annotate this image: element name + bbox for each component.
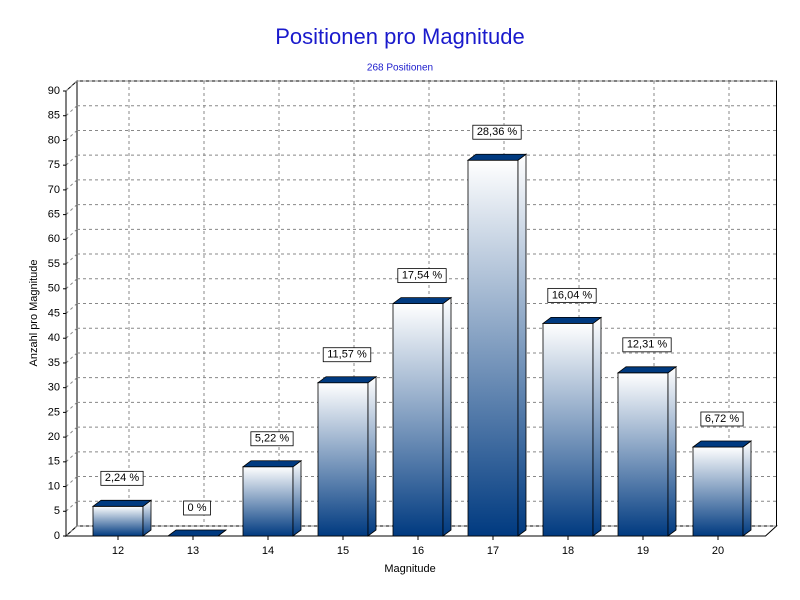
- bar-top: [616, 366, 678, 374]
- value-label-box: [322, 347, 372, 363]
- value-label-box: [472, 124, 522, 140]
- value-label-box: [250, 431, 294, 447]
- grid-line: [65, 204, 78, 215]
- grid-line: [65, 80, 78, 92]
- x-tick-label: 12: [112, 545, 124, 557]
- value-label: 0 %: [188, 502, 207, 514]
- grid-line: [65, 451, 78, 463]
- grid-line: [65, 179, 78, 191]
- bar: [242, 466, 294, 537]
- x-tick-label: 13: [187, 545, 199, 557]
- y-tick-label: 60: [48, 233, 60, 245]
- value-label: 28,36 %: [477, 126, 518, 138]
- value-label: 6,72 %: [705, 413, 739, 425]
- x-tick-label: 17: [487, 545, 499, 557]
- grid-line: [65, 105, 78, 117]
- x-tick-label: 16: [412, 545, 424, 557]
- y-tick-label: 50: [48, 283, 60, 295]
- y-tick-label: 90: [48, 85, 60, 97]
- bar: [92, 505, 144, 537]
- bar-top: [391, 297, 453, 305]
- value-label: 5,22 %: [255, 433, 289, 445]
- value-label-box: [622, 337, 672, 353]
- value-label: 11,57 %: [327, 349, 367, 361]
- x-tick-label: 14: [262, 545, 274, 557]
- grid-line: [65, 352, 78, 364]
- bar-top: [541, 316, 603, 324]
- bar-top: [466, 153, 528, 161]
- bar: [317, 382, 369, 537]
- bar: [392, 303, 444, 537]
- value-label: 17,54 %: [402, 270, 443, 282]
- y-tick-label: 75: [48, 159, 60, 171]
- value-label: 12,31 %: [627, 339, 668, 351]
- bar-top: [166, 529, 228, 537]
- value-label-box: [397, 268, 447, 284]
- grid-line: [65, 278, 78, 290]
- bar-side: [367, 375, 377, 537]
- y-tick-label: 35: [48, 357, 60, 369]
- bar-side: [667, 366, 677, 537]
- bar-side: [442, 296, 452, 537]
- bar: [542, 322, 594, 537]
- value-label-box: [183, 500, 211, 516]
- y-tick-label: 15: [48, 456, 60, 468]
- x-tick-label: 19: [637, 545, 649, 557]
- y-tick-label: 85: [48, 110, 60, 122]
- bar-side: [292, 459, 302, 537]
- grid-line: [65, 228, 78, 240]
- bar-top: [316, 376, 378, 384]
- grid-line: [65, 377, 78, 389]
- bar-top: [691, 440, 753, 448]
- bar: [692, 446, 744, 537]
- bar: [617, 372, 669, 537]
- grid-line: [65, 500, 78, 512]
- y-tick-label: 25: [48, 406, 60, 418]
- x-tick-label: 18: [562, 545, 574, 557]
- y-tick-label: 0: [54, 530, 60, 542]
- grid-line: [65, 327, 78, 339]
- bar-top: [91, 499, 153, 507]
- grid-line: [65, 253, 78, 265]
- y-tick-label: 5: [54, 505, 60, 517]
- x-axis-label: Magnitude: [384, 563, 435, 575]
- bar-top: [241, 460, 303, 468]
- grid-line: [65, 303, 78, 314]
- y-tick-label: 20: [48, 431, 60, 443]
- y-tick-label: 65: [48, 209, 60, 221]
- value-label-box: [547, 287, 597, 303]
- value-label-box: [700, 411, 744, 427]
- y-tick-label: 80: [48, 134, 60, 146]
- y-tick-label: 40: [48, 332, 60, 344]
- chart-subtitle: 268 Positionen: [367, 63, 433, 74]
- value-label: 16,04 %: [552, 289, 593, 301]
- grid-line: [65, 476, 78, 487]
- value-label-box: [100, 470, 144, 486]
- y-tick-label: 30: [48, 382, 60, 394]
- bar-side: [517, 153, 527, 537]
- y-tick-label: 10: [48, 480, 60, 492]
- x-tick-label: 15: [337, 545, 349, 557]
- grid-line: [65, 402, 78, 413]
- bar-side: [592, 316, 602, 537]
- grid-line: [65, 426, 78, 438]
- grid-line: [65, 154, 78, 166]
- y-axis-label: Anzahl pro Magnitude: [28, 259, 40, 366]
- value-label: 2,24 %: [105, 472, 139, 484]
- grid-line: [65, 130, 78, 141]
- bar: [467, 159, 519, 537]
- x-tick-label: 20: [712, 545, 724, 557]
- y-tick-label: 70: [48, 184, 60, 196]
- y-tick-label: 55: [48, 258, 60, 270]
- y-tick-label: 45: [48, 307, 60, 319]
- grid-line: [65, 525, 78, 537]
- bar-side: [742, 440, 752, 537]
- chart-title: Positionen pro Magnitude: [275, 24, 525, 49]
